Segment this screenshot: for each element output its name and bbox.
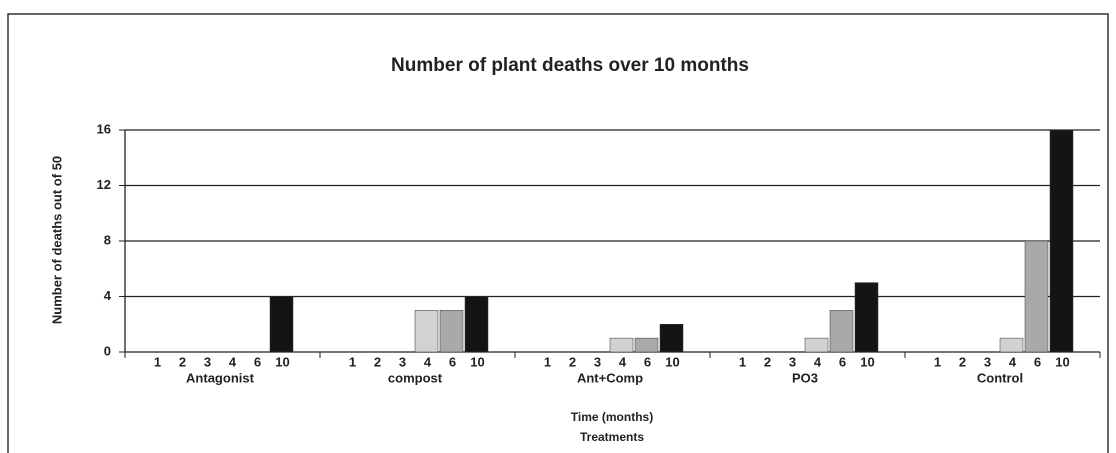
chart-title: Number of plant deaths over 10 months <box>391 55 749 76</box>
x-sub-label: 10 <box>470 354 484 369</box>
x-sub-label: 4 <box>229 354 237 369</box>
y-tick-label: 12 <box>97 177 111 192</box>
x-sub-label: 6 <box>449 354 456 369</box>
y-axis-label: Number of deaths out of 50 <box>49 156 64 324</box>
x-sub-label: 1 <box>934 354 941 369</box>
x-sub-label: 6 <box>254 354 261 369</box>
bar <box>999 337 1024 353</box>
x-sub-label: 2 <box>959 354 966 369</box>
y-tick-label: 16 <box>97 121 111 136</box>
bar <box>1024 240 1049 353</box>
x-tick-label: PO3 <box>792 370 818 385</box>
x-sub-label: 2 <box>179 354 186 369</box>
bar <box>269 296 294 353</box>
x-tick-label: Antagonist <box>186 370 255 385</box>
x-sub-label: 4 <box>424 354 432 369</box>
bar <box>609 337 634 353</box>
bar <box>829 310 854 353</box>
x-sub-label: 10 <box>1055 354 1069 369</box>
x-sub-label: 3 <box>789 354 796 369</box>
x-tick-label: compost <box>388 370 443 385</box>
x-sub-label: 6 <box>839 354 846 369</box>
x-sub-label: 2 <box>764 354 771 369</box>
y-tick-label: 8 <box>104 232 111 247</box>
chart-frame <box>7 13 1109 453</box>
x-sub-label: 1 <box>154 354 161 369</box>
x-sub-label: 3 <box>399 354 406 369</box>
x-sub-label: 4 <box>619 354 627 369</box>
bar <box>414 310 439 353</box>
x-sub-label: 2 <box>374 354 381 369</box>
x-sub-label: 6 <box>644 354 651 369</box>
y-tick-label: 0 <box>104 343 111 358</box>
x-axis-label: Time (months) <box>571 410 653 424</box>
bar <box>1049 129 1074 353</box>
x-sub-label: 4 <box>814 354 822 369</box>
bar <box>659 324 684 353</box>
x-sub-label: 1 <box>739 354 746 369</box>
x-sub-label: 1 <box>349 354 356 369</box>
bar <box>634 337 659 353</box>
bar <box>439 310 464 353</box>
x-sub-label: 10 <box>665 354 679 369</box>
bar <box>854 282 879 353</box>
x-sub-label: 6 <box>1034 354 1041 369</box>
bar <box>464 296 489 353</box>
y-tick-label: 4 <box>104 288 112 303</box>
x-sub-label: 3 <box>594 354 601 369</box>
x-sub-label: 2 <box>569 354 576 369</box>
x-sub-label: 10 <box>275 354 289 369</box>
x-sub-label: 3 <box>984 354 991 369</box>
x-tick-label: Ant+Comp <box>577 370 643 385</box>
x-sub-label: 10 <box>860 354 874 369</box>
bar <box>804 337 829 353</box>
x-axis-label: Treatments <box>580 430 644 444</box>
x-sub-label: 3 <box>204 354 211 369</box>
x-tick-label: Control <box>977 370 1023 385</box>
x-sub-label: 4 <box>1009 354 1017 369</box>
x-sub-label: 1 <box>544 354 551 369</box>
